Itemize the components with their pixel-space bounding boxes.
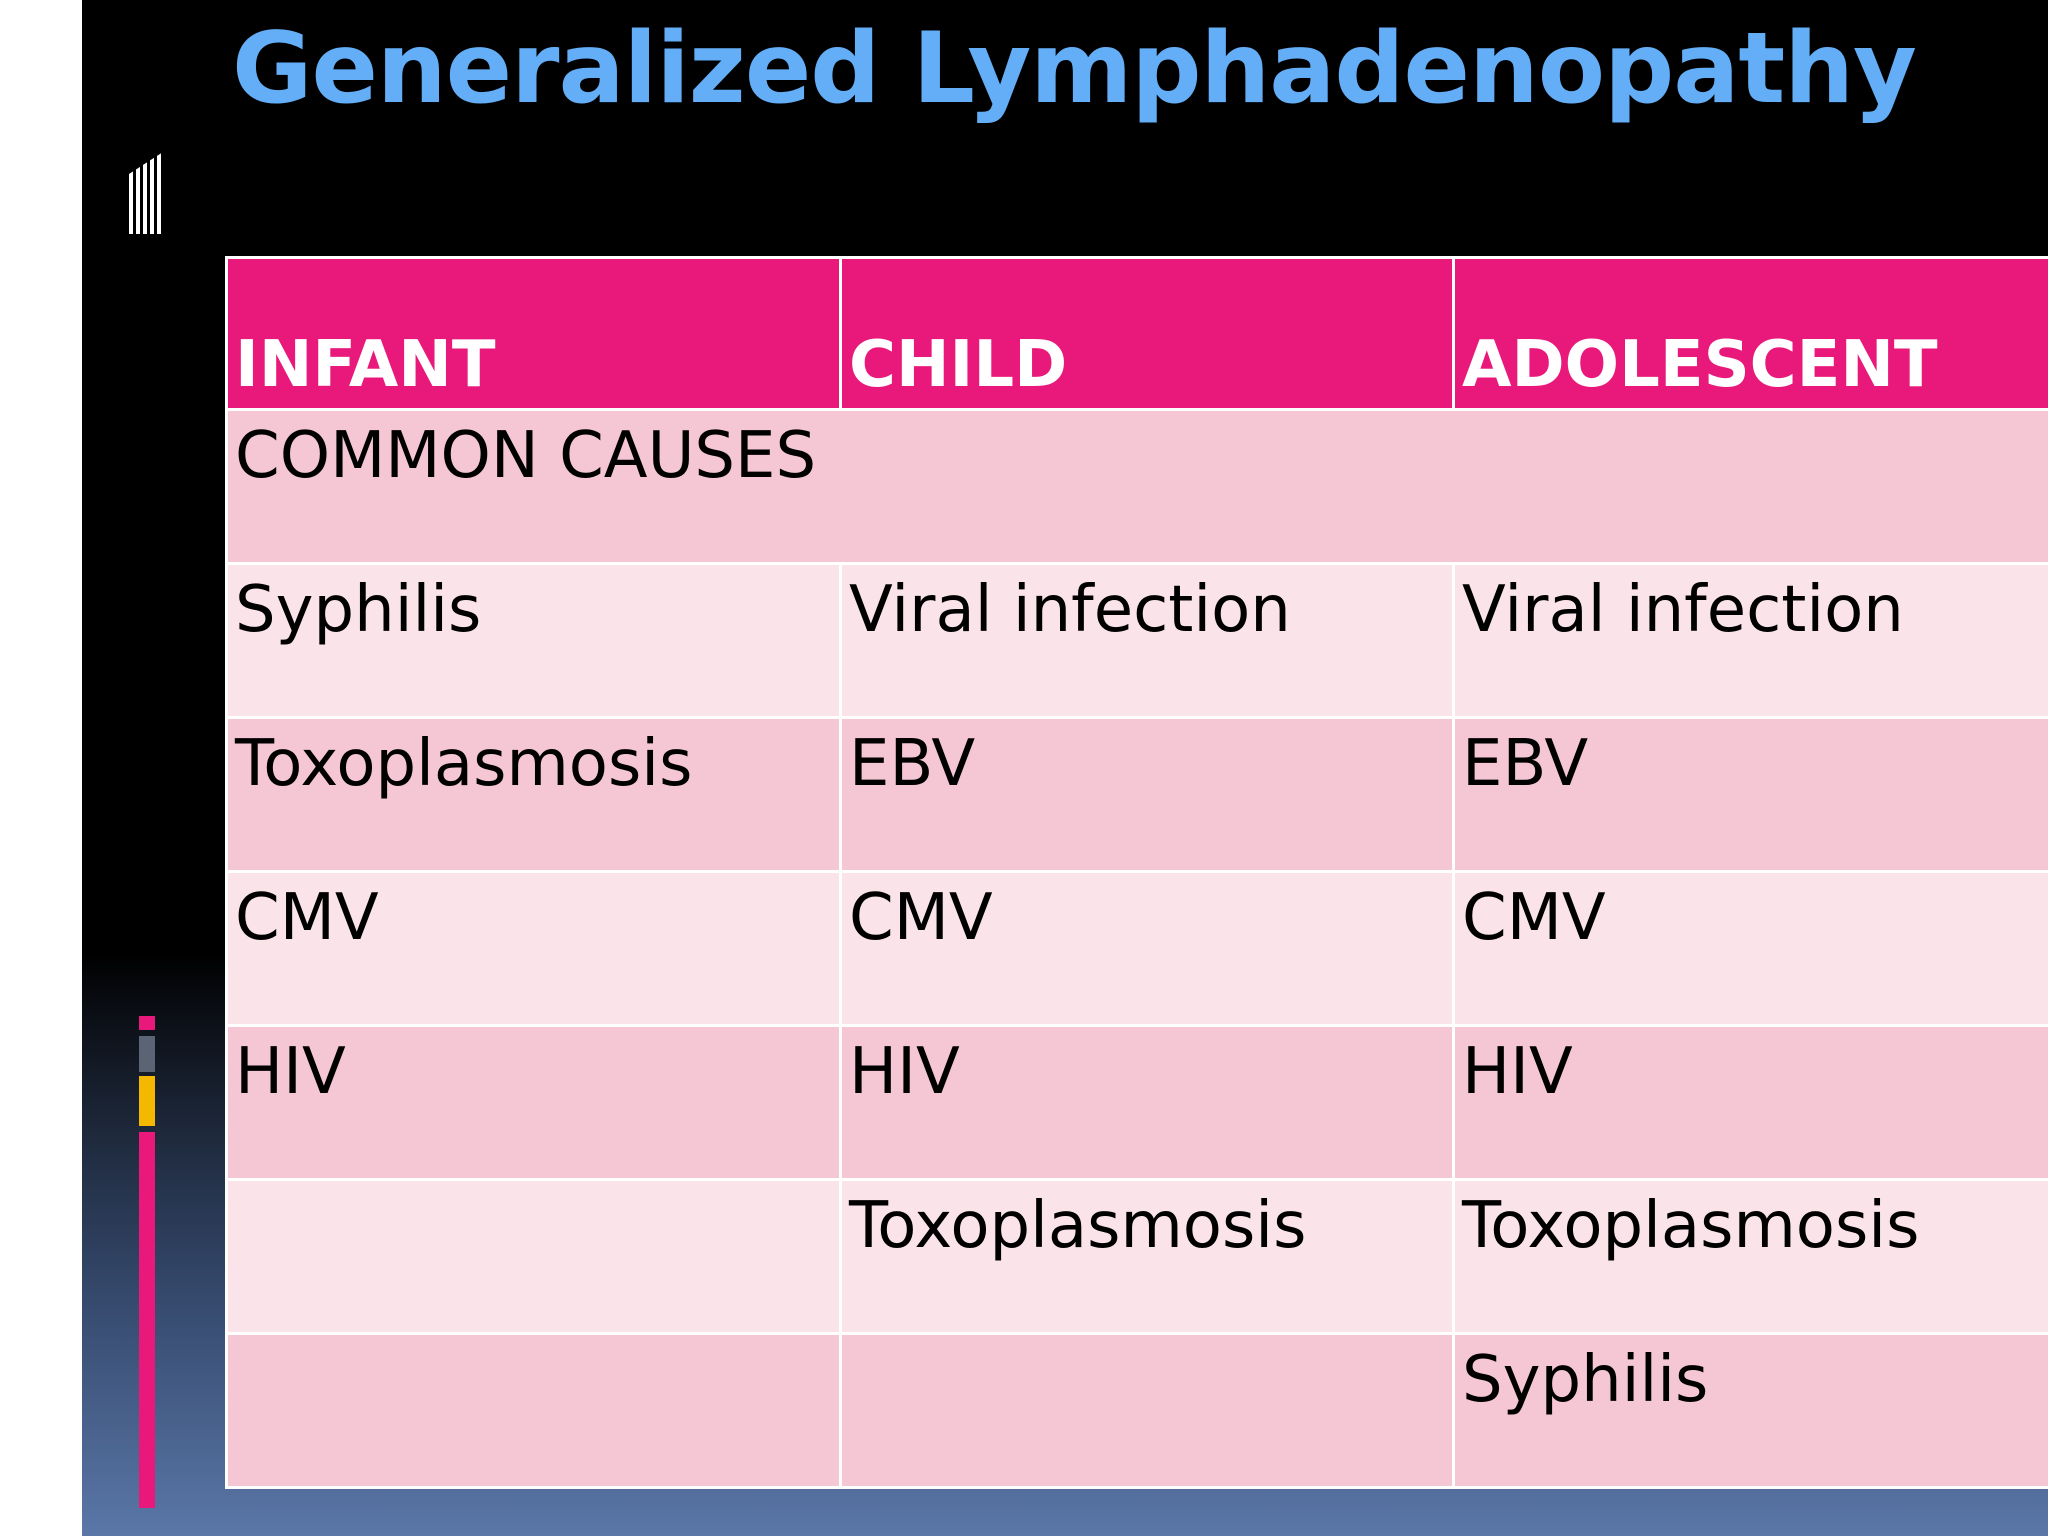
cell-child: Viral infection	[839, 562, 1455, 719]
table-row: Syphilis	[225, 1332, 2048, 1489]
cell-adolescent: CMV	[1452, 870, 2048, 1027]
cell-adolescent: Viral infection	[1452, 562, 2048, 719]
section-row: COMMON CAUSES	[225, 408, 2048, 565]
header-adolescent: ADOLESCENT	[1452, 256, 2048, 411]
cell-child: HIV	[839, 1024, 1455, 1181]
decorative-bar-pink-long	[139, 1132, 155, 1508]
cell-child: EBV	[839, 716, 1455, 873]
cell-adolescent: Toxoplasmosis	[1452, 1178, 2048, 1335]
header-child: CHILD	[839, 256, 1455, 411]
cell-infant: HIV	[225, 1024, 842, 1181]
cell-adolescent: HIV	[1452, 1024, 2048, 1181]
table-row: CMV CMV CMV	[225, 870, 2048, 1027]
cell-infant: Syphilis	[225, 562, 842, 719]
table-header-row: INFANT CHILD ADOLESCENT	[225, 256, 2048, 411]
table-row: Toxoplasmosis EBV EBV	[225, 716, 2048, 873]
causes-table: INFANT CHILD ADOLESCENT COMMON CAUSES Sy…	[225, 256, 2048, 1489]
cell-infant: Toxoplasmosis	[225, 716, 842, 873]
section-label-common-causes: COMMON CAUSES	[225, 408, 2048, 565]
cell-infant: CMV	[225, 870, 842, 1027]
table-row: Syphilis Viral infection Viral infection	[225, 562, 2048, 719]
decorative-bar-gray	[139, 1036, 155, 1072]
cell-child: CMV	[839, 870, 1455, 1027]
cell-child	[839, 1332, 1455, 1489]
barcode-corner-cut	[129, 152, 163, 174]
left-margin-strip	[0, 0, 82, 1536]
slide: Generalized Lymphadenopathy INFANT CHILD…	[82, 0, 2048, 1536]
cell-adolescent: Syphilis	[1452, 1332, 2048, 1489]
table-row: HIV HIV HIV	[225, 1024, 2048, 1181]
cell-infant	[225, 1332, 842, 1489]
decorative-bar-yellow	[139, 1076, 155, 1126]
cell-adolescent: EBV	[1452, 716, 2048, 873]
decorative-bar-pink-small	[139, 1016, 155, 1030]
cell-child: Toxoplasmosis	[839, 1178, 1455, 1335]
cell-infant	[225, 1178, 842, 1335]
table-row: Toxoplasmosis Toxoplasmosis	[225, 1178, 2048, 1335]
header-infant: INFANT	[225, 256, 842, 411]
slide-title: Generalized Lymphadenopathy	[232, 12, 1917, 126]
